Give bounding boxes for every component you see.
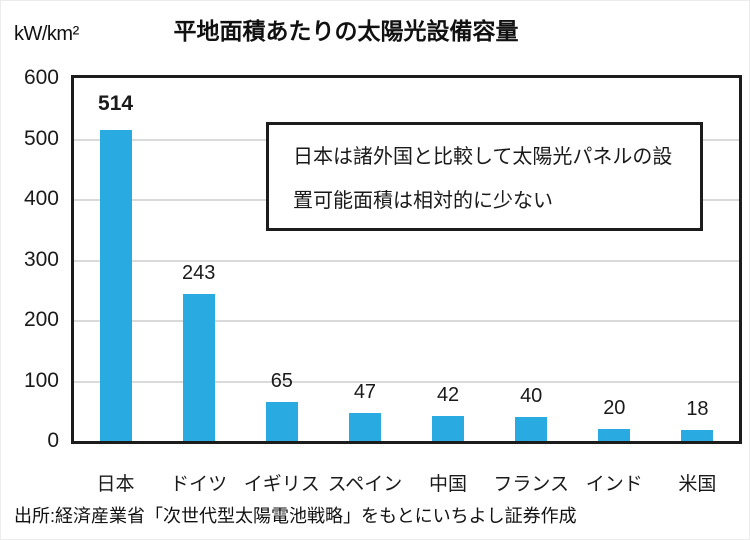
chart-title: 平地面積あたりの太陽光設備容量 <box>173 18 519 44</box>
x-category-6: インド <box>585 474 643 495</box>
y-tick-300: 300 <box>23 247 59 271</box>
bar-3 <box>348 413 381 441</box>
value-label-0: 514 <box>98 92 134 115</box>
gridline-300 <box>74 259 739 262</box>
y-tick-100: 100 <box>23 368 59 392</box>
value-label-3: 47 <box>353 381 377 403</box>
y-tick-600: 600 <box>23 66 59 89</box>
y-axis-unit-label: kW/km² <box>14 23 79 45</box>
bar-2 <box>265 402 298 441</box>
x-category-1: ドイツ <box>170 474 228 495</box>
x-category-7: 米国 <box>678 474 717 495</box>
gridline-200 <box>74 320 739 322</box>
annotation-box: 日本は諸外国と比較して太陽光パネルの設 置可能面積は相対的に少ない <box>266 122 703 231</box>
bar-0 <box>99 130 132 441</box>
value-label-1: 243 <box>182 262 216 284</box>
gridline-100 <box>74 380 739 383</box>
bar-1 <box>182 294 215 441</box>
x-category-5: フランス <box>493 474 569 495</box>
x-category-2: イギリス <box>243 474 320 495</box>
value-label-6: 20 <box>603 397 626 419</box>
value-label-5: 40 <box>520 385 543 407</box>
x-category-0: 日本 <box>96 474 135 495</box>
value-label-4: 42 <box>436 384 460 406</box>
x-category-4: 中国 <box>429 474 468 495</box>
y-tick-200: 200 <box>23 308 59 331</box>
y-tick-500: 500 <box>23 126 59 150</box>
bar-5 <box>515 417 548 441</box>
source-note: 出所:経済産業省「次世代型太陽電池戦略」をもとにいちよし証券作成 <box>14 506 577 526</box>
y-tick-0: 0 <box>47 429 59 452</box>
value-label-2: 65 <box>270 370 293 392</box>
annotation-text-line-1: 日本は諸外国と比較して太陽光パネルの設 <box>293 146 673 168</box>
x-category-3: スペイン <box>327 474 403 495</box>
bar-7 <box>681 430 714 441</box>
value-label-7: 18 <box>686 398 709 420</box>
annotation-text-line-2: 置可能面積は相対的に少ない <box>293 190 553 212</box>
bar-6 <box>598 429 631 441</box>
y-tick-400: 400 <box>23 187 59 210</box>
bar-4 <box>432 416 465 441</box>
